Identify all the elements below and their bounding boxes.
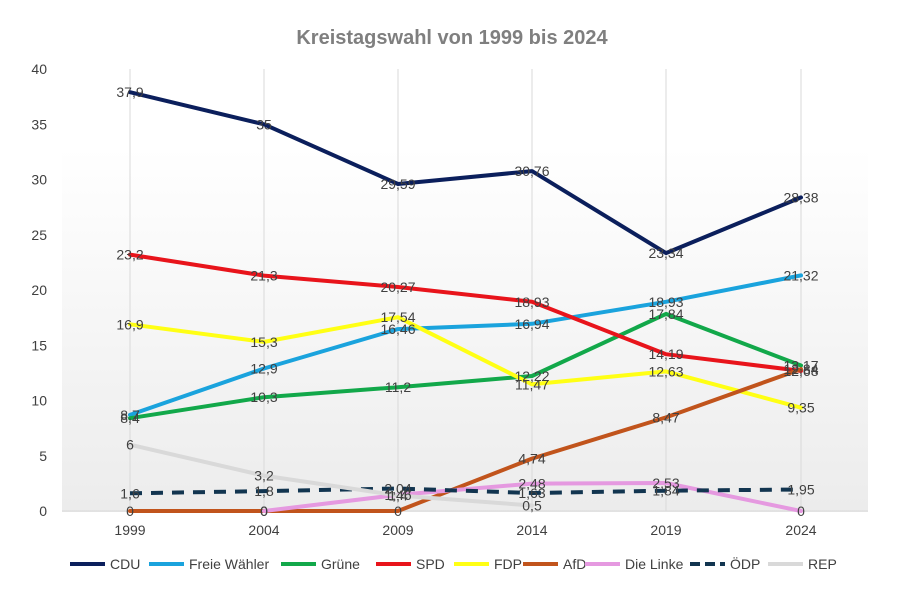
x-tick-label: 2004 xyxy=(248,522,279,538)
data-label-freie-waehler: 16,94 xyxy=(514,316,549,332)
x-tick-label: 1999 xyxy=(114,522,145,538)
data-label-fdp: 17,54 xyxy=(380,309,415,325)
data-label-oedp: 1,6 xyxy=(120,485,140,501)
data-label-afd: 0 xyxy=(126,503,134,519)
data-label-cdu: 29,59 xyxy=(380,176,415,192)
series-line-oedp xyxy=(129,486,802,496)
data-label-spd: 21,3 xyxy=(250,268,277,284)
data-label-freie-waehler: 21,32 xyxy=(783,267,818,283)
data-label-afd: 0 xyxy=(394,503,402,519)
data-label-fdp: 9,35 xyxy=(787,400,814,416)
legend-label-gruene: Grüne xyxy=(321,556,360,572)
data-label-spd: 23,2 xyxy=(116,247,143,263)
x-tick-label: 2019 xyxy=(650,522,681,538)
data-label-afd: 12,84 xyxy=(783,361,818,377)
legend-label-spd: SPD xyxy=(416,556,445,572)
series-lines xyxy=(128,90,803,513)
data-label-fdp: 11,47 xyxy=(515,376,549,392)
chart-title: Kreistagswahl von 1999 bis 2024 xyxy=(296,27,608,49)
data-label-oedp: 1,95 xyxy=(787,481,814,497)
data-label-spd: 12,68 xyxy=(783,363,818,379)
data-labels: 37,9 35 29,59 30,76 23,34 28,38 8,7 12,9 16,46 16… xyxy=(116,84,818,519)
data-label-cdu: 28,38 xyxy=(783,189,818,205)
data-label-fdp: 12,63 xyxy=(648,363,683,379)
y-tick-label: 40 xyxy=(31,61,47,77)
data-label-cdu: 23,34 xyxy=(648,245,683,261)
x-tick-label: 2014 xyxy=(516,522,547,538)
series-line-gruene xyxy=(128,311,803,421)
x-tick-label: 2024 xyxy=(785,522,816,538)
data-label-rep: 1,4 xyxy=(388,488,408,504)
data-label-oedp: 2,04 xyxy=(384,480,411,496)
data-label-fdp: 16,9 xyxy=(116,316,143,332)
series-line-spd xyxy=(128,252,803,373)
data-label-freie-waehler: 12,9 xyxy=(250,360,277,376)
data-label-afd: 0 xyxy=(260,503,268,519)
data-label-gruene: 10,3 xyxy=(250,389,277,405)
series-line-fdp xyxy=(128,315,803,410)
data-label-die-linke: 0 xyxy=(797,503,805,519)
data-label-spd: 18,93 xyxy=(514,294,549,310)
data-label-gruene: 12,22 xyxy=(514,368,549,384)
y-tick-label: 30 xyxy=(31,172,47,188)
data-label-oedp: 1,63 xyxy=(518,485,545,501)
data-label-gruene: 13,17 xyxy=(783,357,818,373)
x-tick-label: 2009 xyxy=(382,522,413,538)
data-label-cdu: 35 xyxy=(256,116,272,132)
data-label-freie-waehler: 16,46 xyxy=(380,321,415,337)
y-tick-label: 15 xyxy=(31,337,47,353)
legend-label-die-linke: Die Linke xyxy=(625,556,684,572)
data-label-oedp: 1,8 xyxy=(254,483,274,499)
y-tick-label: 35 xyxy=(31,116,47,132)
plot-area-background xyxy=(62,148,868,512)
y-tick-label: 5 xyxy=(39,448,47,464)
data-label-gruene: 8,4 xyxy=(120,410,140,426)
series-line-afd xyxy=(128,367,803,513)
data-label-spd: 20,27 xyxy=(380,279,415,295)
series-line-rep xyxy=(128,442,534,508)
legend-label-oedp: ÖDP xyxy=(730,555,760,572)
data-label-cdu: 30,76 xyxy=(514,163,549,179)
data-label-spd: 14,19 xyxy=(648,346,683,362)
legend: CDU Freie Wähler Grüne SPD FDP AfD Die Linke ÖD… xyxy=(70,555,837,572)
legend-label-rep: REP xyxy=(808,556,837,572)
data-label-freie-waehler: 8,7 xyxy=(120,407,140,423)
data-label-afd: 8,47 xyxy=(652,409,679,425)
data-label-fdp: 15,3 xyxy=(250,334,277,350)
data-label-die-linke: 1,46 xyxy=(384,487,411,503)
legend-label-afd: AfD xyxy=(563,556,586,572)
series-line-freie-waehler xyxy=(128,273,803,417)
data-label-freie-waehler: 18,93 xyxy=(648,294,683,310)
y-tick-label: 0 xyxy=(39,503,47,519)
data-label-die-linke: 2,48 xyxy=(518,476,545,492)
legend-label-cdu: CDU xyxy=(110,556,140,572)
data-label-rep: 6 xyxy=(126,437,134,453)
data-label-die-linke: 0 xyxy=(260,503,268,519)
y-tick-label: 25 xyxy=(31,227,47,243)
y-tick-label: 10 xyxy=(31,393,47,409)
series-line-cdu xyxy=(128,90,803,256)
data-label-gruene: 11,2 xyxy=(385,379,411,395)
axis-labels: 0 5 10 15 20 25 30 35 40 1999 2004 2009 2014 2019 2024 xyxy=(31,61,816,538)
y-tick-label: 20 xyxy=(31,282,47,298)
data-label-rep: 3,2 xyxy=(254,468,274,484)
data-label-oedp: 1,84 xyxy=(652,483,679,499)
data-label-afd: 4,74 xyxy=(518,451,545,467)
legend-label-fdp: FDP xyxy=(494,556,522,572)
legend-label-freie-waehler: Freie Wähler xyxy=(189,556,269,572)
data-label-die-linke: 2,53 xyxy=(652,475,679,491)
data-label-gruene: 17,84 xyxy=(648,306,683,322)
data-label-rep: 0,5 xyxy=(522,497,542,513)
data-label-cdu: 37,9 xyxy=(116,84,143,100)
series-line-die-linke xyxy=(262,481,803,513)
